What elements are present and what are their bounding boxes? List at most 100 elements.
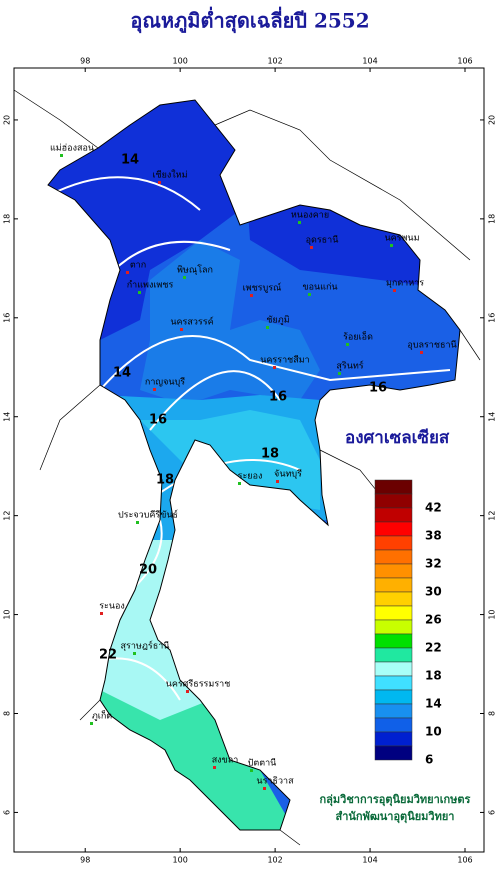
legend-swatch — [374, 563, 413, 579]
place-label: ร้อยเอ็ด — [343, 330, 373, 343]
place-label: นครสวรรค์ — [170, 316, 213, 328]
country-outline — [47, 99, 461, 831]
station-dot — [183, 276, 186, 279]
station-dot — [266, 326, 269, 329]
lat-tick-label: 14 — [3, 412, 12, 422]
lat-tick-label: 20 — [3, 115, 12, 125]
legend-swatch — [374, 717, 413, 733]
lat-tick-label: 16 — [3, 313, 12, 323]
lat-tick-label: 8 — [488, 711, 497, 716]
place-label: ตาก — [130, 261, 146, 271]
station-dot — [180, 328, 183, 331]
legend-label: 38 — [425, 529, 442, 543]
legend-swatch — [374, 591, 413, 607]
station-dot — [420, 351, 423, 354]
contour-label: 22 — [99, 648, 117, 663]
station-dot — [393, 289, 396, 292]
legend-swatch — [374, 549, 413, 565]
place-label: นครราชสีมา — [260, 355, 309, 366]
lat-tick-label: 14 — [488, 412, 497, 422]
legend-label: 22 — [425, 641, 442, 655]
legend-swatch — [374, 577, 413, 593]
lat-tick-label: 6 — [3, 810, 12, 815]
place-label: สุราษฎร์ธานี — [121, 640, 170, 652]
lat-tick-label: 20 — [488, 115, 497, 125]
place-label: นครพนม — [384, 234, 419, 244]
place-label: แม่ฮ่องสอน — [50, 144, 94, 154]
station-dot — [100, 612, 103, 615]
place-label: ระนอง — [99, 602, 125, 612]
lon-tick-label: 98 — [80, 57, 90, 66]
legend-label: 18 — [425, 669, 442, 683]
legend-swatch — [374, 493, 413, 509]
station-dot — [298, 221, 301, 224]
lon-tick-label: 102 — [267, 856, 282, 865]
station-dot — [138, 291, 141, 294]
map-title: อุณหภูมิต่ำสุดเฉลี่ยปี 2552 — [130, 6, 369, 35]
place-label: กาญจนบุรี — [145, 377, 185, 388]
lat-tick-label: 8 — [3, 711, 12, 716]
legend-swatch — [374, 661, 413, 677]
lat-tick-label: 16 — [488, 313, 497, 323]
legend-label: 30 — [425, 585, 442, 599]
lat-tick-label: 18 — [488, 214, 497, 224]
legend-swatch — [374, 633, 413, 649]
lon-tick-label: 98 — [80, 856, 90, 865]
station-dot — [213, 766, 216, 769]
station-dot — [250, 769, 253, 772]
legend-swatch — [374, 605, 413, 621]
station-dot — [263, 787, 266, 790]
legend-label: 6 — [425, 753, 433, 767]
station-dot — [136, 521, 139, 524]
contour-label: 14 — [113, 366, 131, 381]
legend-swatch — [374, 507, 413, 523]
legend-swatch — [374, 745, 413, 761]
legend-swatch — [374, 479, 413, 495]
place-label: ปัตตานี — [248, 758, 277, 769]
neighbor-borders — [13, 89, 481, 846]
station-dot — [276, 480, 279, 483]
station-dot — [346, 343, 349, 346]
station-dot — [238, 482, 241, 485]
legend-swatch — [374, 619, 413, 635]
lon-tick-label: 104 — [362, 856, 377, 865]
place-label: อุดรธานี — [306, 235, 339, 246]
station-dot — [186, 690, 189, 693]
station-dot — [153, 388, 156, 391]
legend-label: 14 — [425, 697, 442, 711]
footer-line: กลุ่มวิชาการอุตุนิยมวิทยาเกษตร — [320, 793, 471, 807]
station-dot — [310, 246, 313, 249]
station-dot — [250, 294, 253, 297]
lon-tick-label: 100 — [173, 57, 188, 66]
lon-tick-label: 106 — [457, 856, 472, 865]
legend-swatch — [374, 731, 413, 747]
place-label: สุรินทร์ — [336, 360, 363, 372]
lat-tick-label: 12 — [488, 511, 497, 521]
place-label: พิษณุโลก — [177, 265, 213, 276]
place-label: อุบลราชธานี — [407, 340, 456, 351]
lat-tick-label: 18 — [3, 214, 12, 224]
contour-label: 18 — [261, 447, 279, 462]
place-label: ประจวบคีรีขันธ์ — [118, 509, 178, 521]
station-dot — [308, 293, 311, 296]
contour-label: 16 — [269, 390, 287, 405]
legend-title: องศาเซลเซียส — [345, 427, 450, 448]
legend-swatch — [374, 703, 413, 719]
legend-swatch — [374, 675, 413, 691]
place-label: มุกดาหาร — [386, 279, 424, 289]
place-label: นครศรีธรรมราช — [166, 679, 231, 690]
lon-tick-label: 106 — [457, 57, 472, 66]
place-label: นราธิวาส — [256, 776, 294, 787]
station-dot — [126, 271, 129, 274]
station-dot — [273, 366, 276, 369]
legend-swatch — [374, 535, 413, 551]
legend-swatch — [374, 689, 413, 705]
lat-tick-label: 10 — [488, 609, 497, 619]
legend-label: 32 — [425, 557, 442, 571]
lon-tick-label: 104 — [362, 57, 377, 66]
lat-tick-label: 10 — [3, 609, 12, 619]
legend-label: 10 — [425, 725, 442, 739]
contour-lines — [48, 176, 451, 701]
place-label: หนองคาย — [291, 211, 329, 221]
